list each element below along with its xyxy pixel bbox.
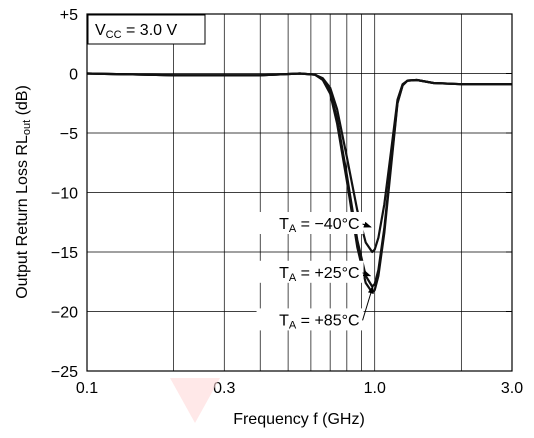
y-tick-label: 0 [69, 67, 78, 84]
series-label-bg [256, 308, 364, 331]
y-tick-label: +5 [60, 7, 78, 24]
series-label-2: TA = +85°C [279, 312, 359, 331]
series-annotations: TA = −40°C TA = +25°C TA = +85°C [256, 212, 374, 331]
x-tick-label: 0.1 [76, 380, 98, 397]
series-label-bg [256, 212, 364, 235]
y-tick-label: −25 [51, 364, 78, 381]
series-arrow-0 [362, 221, 372, 228]
condition-box: VCC = 3.0 V [87, 14, 206, 45]
x-tick-label: 3.0 [501, 380, 523, 397]
tick-labels: +5 0 −5 −10 −15 −20 −250.1 0.3 1.0 3.0 [51, 7, 523, 397]
series-group [86, 72, 512, 294]
grid [87, 14, 512, 371]
x-axis-title: Frequency f (GHz) [233, 411, 365, 428]
series-label-0: TA = −40°C [279, 216, 359, 235]
condition-box-frame [87, 14, 206, 45]
series-arrow-1 [362, 270, 372, 277]
condition-label: VCC = 3.0 V [95, 22, 177, 41]
x-tick-label: 1.0 [364, 380, 386, 397]
series-line-2 [86, 72, 512, 294]
y-tick-label: −15 [51, 245, 78, 262]
y-tick-label: −5 [60, 126, 78, 143]
y-axis-title: Output Return Loss RLout (dB) [14, 85, 33, 299]
x-tick-label: 0.3 [213, 380, 235, 397]
tick-marks [506, 13, 512, 372]
series-label-1: TA = +25°C [279, 265, 359, 284]
series-label-bg [256, 260, 364, 283]
y-tick-label: −10 [51, 186, 78, 203]
y-tick-label: −20 [51, 305, 78, 322]
series-arrow-2 [362, 285, 374, 321]
series-line-1 [86, 72, 512, 288]
